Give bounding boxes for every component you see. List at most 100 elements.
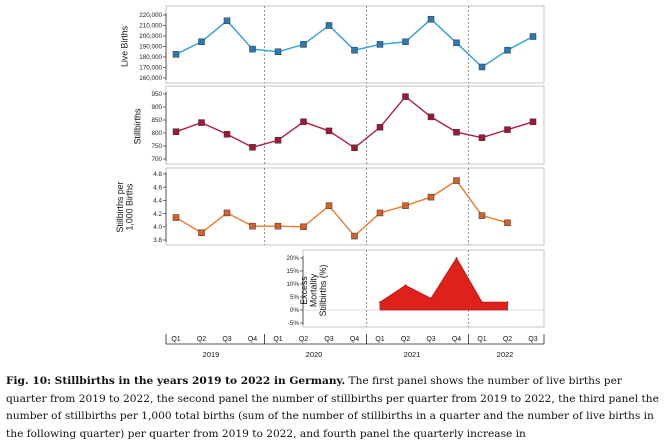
series-1-marker	[172, 51, 180, 58]
x-tick-label: Q3	[222, 336, 231, 343]
series-3-marker	[223, 209, 231, 217]
series-2-marker	[427, 113, 435, 121]
series-2-marker	[249, 144, 256, 151]
y-tick-label: 4.4	[153, 198, 162, 205]
y-tick-label: 210,000	[139, 23, 162, 30]
y-tick-label: 750	[151, 143, 162, 150]
series-2-marker	[529, 118, 537, 126]
x-tick-label: Q3	[426, 336, 435, 343]
y-axis-label: Live Births	[120, 25, 130, 67]
excess-mortality-point	[455, 257, 458, 259]
x-tick-label: Q2	[401, 336, 410, 343]
caption-text: The first panel shows the number of live…	[6, 375, 659, 440]
panel-4-frame	[302, 249, 545, 328]
y-tick-label: 10%	[286, 281, 299, 288]
series-1-line	[175, 18, 534, 68]
excess-mortality-point	[379, 301, 381, 304]
x-year-label: 2020	[306, 350, 323, 359]
excess-mortality-point	[430, 297, 432, 300]
y-tick-label: 20%	[286, 255, 299, 262]
series-3-marker	[427, 193, 435, 201]
x-tick-label: Q1	[171, 336, 180, 343]
series-1-marker	[351, 46, 358, 54]
series-2-marker	[478, 134, 486, 141]
y-tick-label: 900	[151, 104, 162, 111]
excess-mortality-area	[379, 257, 508, 311]
y-tick-label: 5%	[290, 294, 300, 301]
series-3-line	[175, 179, 508, 238]
x-tick-label: Q2	[299, 336, 308, 343]
y-tick-label: 180,000	[139, 54, 162, 61]
series-1-marker	[402, 38, 409, 46]
series-2-marker	[325, 127, 333, 135]
y-axis-label: 1,000 Births	[124, 183, 134, 231]
series-3-marker	[198, 229, 205, 236]
y-tick-label: 800	[151, 130, 162, 137]
series-2-marker	[198, 119, 205, 126]
excess-mortality-point	[404, 284, 407, 287]
series-1-marker	[300, 41, 307, 48]
stillbirths-figure: 160,000 170,000 180,000 190,000 200,000 210,0…	[115, 5, 545, 359]
y-tick-label: 3.8	[153, 237, 162, 244]
series-3-marker	[351, 232, 358, 240]
y-tick-label: 220,000	[139, 12, 162, 19]
series-1-marker	[453, 39, 460, 47]
x-year-label: 2022	[497, 350, 514, 359]
series-2-marker	[504, 126, 511, 133]
excess-mortality-point	[506, 301, 509, 304]
y-tick-label: 4.2	[153, 211, 162, 218]
y-tick-label: 4.0	[153, 224, 162, 231]
series-3-marker	[172, 214, 180, 221]
y-axis-label: Mortality	[309, 273, 319, 307]
y-tick-label: 160,000	[139, 75, 162, 82]
series-2-marker	[376, 124, 384, 131]
y-axis-label: Stillbirths	[133, 108, 143, 144]
series-2-marker	[453, 128, 460, 136]
series-3-marker	[325, 202, 333, 209]
x-year-label: 2021	[404, 350, 421, 359]
series-3-marker	[478, 212, 486, 219]
series-1-marker	[274, 48, 282, 55]
series-1-marker	[529, 33, 537, 40]
series-1-marker	[325, 22, 333, 29]
series-1-marker	[427, 15, 435, 23]
x-tick-label: Q2	[503, 336, 512, 343]
series-1-marker	[504, 46, 511, 54]
y-tick-label: 950	[151, 91, 162, 98]
series-1-marker	[249, 45, 256, 53]
y-tick-label: 4.6	[153, 184, 162, 191]
panel-2-frame	[165, 85, 545, 165]
x-tick-label: Q4	[452, 336, 461, 343]
series-3-marker	[274, 222, 282, 230]
series-2-marker	[351, 144, 358, 152]
y-tick-label: 850	[151, 117, 162, 124]
y-tick-label: 4.8	[153, 171, 162, 178]
panel-1-frame	[165, 5, 545, 84]
series-2-marker	[274, 137, 282, 144]
y-axis-label: Stillbirths (%)	[318, 265, 328, 317]
x-tick-label: Q4	[248, 336, 257, 343]
x-tick-label: Q3	[324, 336, 333, 343]
x-tick-label: Q2	[197, 336, 206, 343]
y-tick-label: 170,000	[139, 65, 162, 72]
series-1-marker	[198, 38, 205, 46]
y-tick-label: 15%	[286, 268, 299, 275]
series-1-marker	[478, 63, 486, 71]
series-3-marker	[249, 222, 256, 230]
series-3-marker	[376, 209, 384, 217]
y-tick-label: -5%	[288, 320, 300, 327]
series-3-marker	[300, 223, 307, 231]
y-axis-label: Stillbirths per	[115, 182, 125, 233]
series-3-marker	[402, 202, 409, 209]
y-tick-label: 190,000	[139, 44, 162, 51]
series-1-marker	[223, 17, 231, 25]
y-tick-label: 700	[151, 156, 162, 163]
x-tick-label: Q3	[528, 336, 537, 343]
figure-caption: Fig. 10: Stillbirths in the years 2019 t…	[6, 373, 662, 448]
excess-mortality-point	[481, 301, 483, 304]
series-2-marker	[223, 131, 231, 138]
series-3-marker	[453, 177, 460, 184]
series-1-marker	[376, 41, 384, 48]
series-3-marker	[504, 219, 511, 227]
x-tick-label: Q1	[375, 336, 384, 343]
